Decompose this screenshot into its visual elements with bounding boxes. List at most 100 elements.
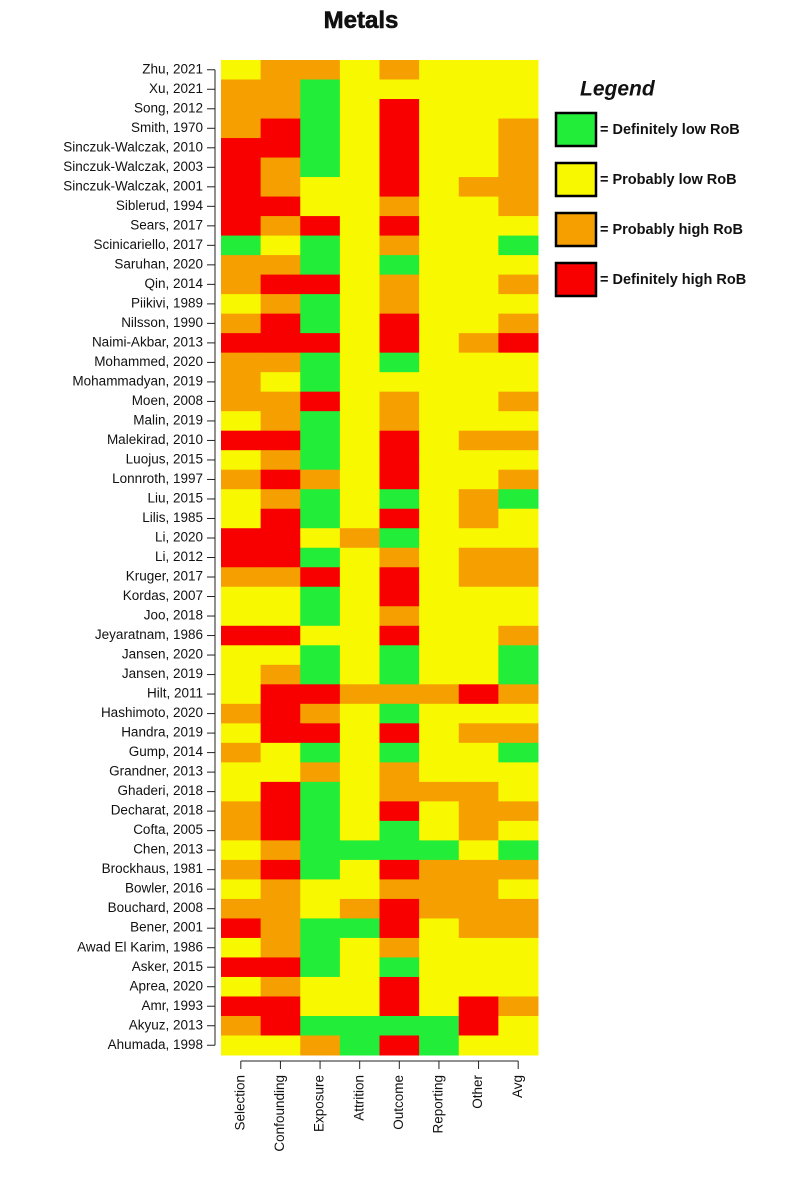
heatmap-cell: [458, 606, 499, 627]
row-label: Akyuz, 2013: [129, 1017, 203, 1032]
column-label: Exposure: [312, 1075, 327, 1132]
heatmap-cell: [221, 99, 262, 120]
heatmap-cell: [221, 177, 262, 198]
heatmap-cell: [498, 781, 539, 802]
heatmap-cell: [221, 586, 262, 607]
heatmap-cell: [300, 820, 341, 841]
heatmap-cell: [260, 801, 301, 822]
heatmap-cell: [379, 840, 420, 861]
heatmap-cell: [339, 684, 380, 705]
heatmap-cell: [419, 1035, 460, 1056]
heatmap-cell: [300, 157, 341, 178]
heatmap-cell: [300, 567, 341, 588]
heatmap-cell: [339, 294, 380, 315]
heatmap-cell: [260, 820, 301, 841]
legend-swatch: [554, 161, 598, 198]
heatmap-cell: [300, 625, 341, 646]
heatmap-cell: [498, 391, 539, 412]
heatmap-cell: [339, 489, 380, 510]
heatmap-cell: [419, 489, 460, 510]
heatmap-cell: [221, 762, 262, 783]
heatmap-cell: [260, 489, 301, 510]
heatmap-cell: [339, 957, 380, 978]
heatmap-cell: [379, 489, 420, 510]
heatmap-cell: [221, 216, 262, 237]
heatmap-cell: [419, 645, 460, 666]
column-label: Confounding: [272, 1075, 287, 1152]
heatmap-cell: [339, 508, 380, 529]
heatmap-cell: [498, 996, 539, 1017]
heatmap-cell: [221, 664, 262, 685]
column-label: Avg: [510, 1075, 525, 1098]
heatmap-cell: [498, 957, 539, 978]
heatmap-cell: [379, 216, 420, 237]
heatmap-cell: [339, 313, 380, 334]
heatmap-cell: [458, 196, 499, 217]
heatmap-cell: [498, 450, 539, 471]
heatmap-cell: [260, 294, 301, 315]
heatmap-cell: [260, 274, 301, 295]
heatmap-cell: [498, 274, 539, 295]
heatmap-cell: [339, 898, 380, 919]
heatmap-cell: [339, 801, 380, 822]
heatmap-cell: [300, 996, 341, 1017]
heatmap-cell: [260, 118, 301, 139]
heatmap-cell: [458, 508, 499, 529]
heatmap-cell: [300, 762, 341, 783]
heatmap-cell: [260, 508, 301, 529]
heatmap-cell: [458, 1035, 499, 1056]
heatmap-cell: [379, 976, 420, 997]
heatmap-cell: [498, 625, 539, 646]
legend-label: = Probably low RoB: [600, 172, 737, 188]
heatmap-cell: [498, 976, 539, 997]
heatmap-cell: [379, 1015, 420, 1036]
heatmap-cell: [419, 801, 460, 822]
legend-title: Legend: [580, 78, 656, 101]
row-label: Bener, 2001: [130, 920, 203, 935]
heatmap-cell: [498, 469, 539, 490]
heatmap-cell: [458, 820, 499, 841]
heatmap-cell: [300, 216, 341, 237]
heatmap-cell: [379, 333, 420, 354]
legend-swatch: [554, 261, 598, 298]
heatmap-cell: [379, 859, 420, 880]
heatmap-cell: [379, 274, 420, 295]
heatmap-cell: [498, 820, 539, 841]
heatmap-cell: [419, 918, 460, 939]
heatmap-cell: [221, 781, 262, 802]
heatmap-cell: [221, 157, 262, 178]
heatmap-cell: [419, 625, 460, 646]
heatmap-cell: [458, 996, 499, 1017]
heatmap-cell: [221, 469, 262, 490]
heatmap-cell: [260, 664, 301, 685]
heatmap-cell: [339, 255, 380, 276]
heatmap-cell: [419, 567, 460, 588]
heatmap-cell: [458, 99, 499, 120]
heatmap-cell: [221, 411, 262, 432]
heatmap-cell: [300, 274, 341, 295]
heatmap-cell: [419, 508, 460, 529]
heatmap-cell: [260, 138, 301, 159]
heatmap-cell: [339, 723, 380, 744]
heatmap-cell: [458, 411, 499, 432]
heatmap-cell: [379, 235, 420, 256]
row-label: Jansen, 2019: [122, 666, 203, 681]
heatmap-cell: [221, 567, 262, 588]
heatmap-cell: [419, 664, 460, 685]
heatmap-cell: [260, 79, 301, 100]
heatmap-cell: [260, 372, 301, 393]
heatmap-cell: [458, 859, 499, 880]
heatmap-cell: [498, 840, 539, 861]
heatmap-cell: [221, 606, 262, 627]
heatmap-cell: [221, 957, 262, 978]
legend-swatch: [554, 111, 598, 148]
heatmap-cell: [498, 762, 539, 783]
heatmap-cell: [458, 645, 499, 666]
row-label: Hilt, 2011: [147, 686, 203, 701]
heatmap-cell: [458, 118, 499, 139]
heatmap-cell: [221, 840, 262, 861]
heatmap-cell: [379, 918, 420, 939]
heatmap-cell: [339, 469, 380, 490]
heatmap-cell: [379, 547, 420, 568]
